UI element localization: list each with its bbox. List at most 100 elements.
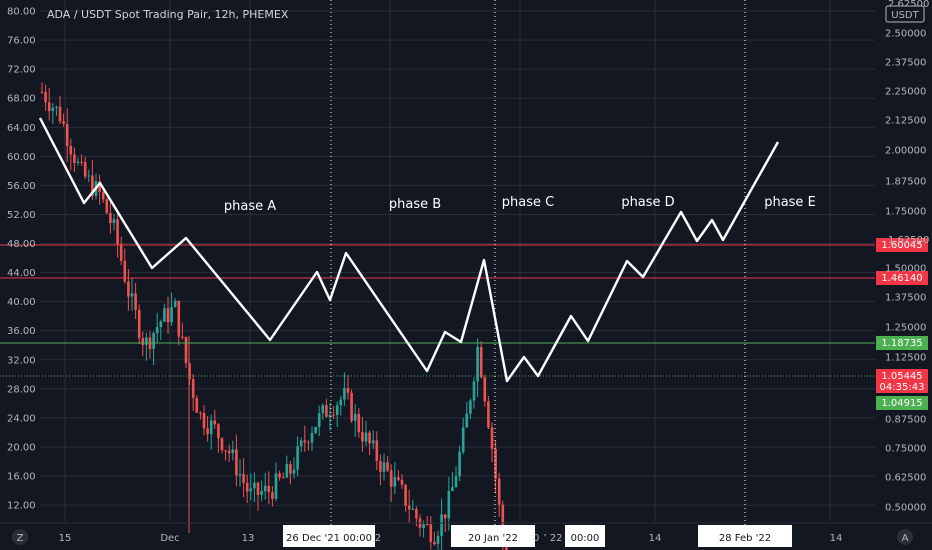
candle-body xyxy=(141,338,145,345)
time-highlight-label: 28 Feb '22 xyxy=(719,533,771,544)
candle-body xyxy=(76,161,80,163)
candle-body xyxy=(98,181,101,193)
unit-box xyxy=(885,5,925,23)
time-axis-label: 13 xyxy=(242,533,255,544)
phase-label: phase D xyxy=(621,195,674,210)
left-axis-tick: 80.00 xyxy=(7,7,36,18)
left-axis-tick: 52.00 xyxy=(7,210,36,221)
candle-body xyxy=(497,478,501,505)
left-axis-tick: 48.00 xyxy=(7,239,36,250)
candle-body xyxy=(274,473,278,499)
candle-body xyxy=(404,484,407,506)
candle-body xyxy=(163,308,166,322)
candle-body xyxy=(263,485,267,492)
candle-body xyxy=(80,161,83,163)
right-axis-tick: 1.25000 xyxy=(885,323,926,334)
candle-body xyxy=(256,482,260,495)
right-axis-tick-hidden: 1.62500 xyxy=(888,235,929,246)
candle-body xyxy=(109,213,112,224)
right-axis-tick: 2.25000 xyxy=(885,87,926,98)
candle-body xyxy=(375,440,379,462)
candle-body xyxy=(55,106,58,108)
candle-body xyxy=(328,414,332,417)
right-axis-tick: 2.37500 xyxy=(885,58,926,69)
candle-body xyxy=(339,399,343,406)
projection-path xyxy=(38,117,780,383)
candle-body xyxy=(397,477,400,480)
candle-body xyxy=(476,346,479,382)
candle-body xyxy=(433,541,436,545)
candle-body xyxy=(199,412,202,414)
candle-body xyxy=(184,337,188,364)
candle-body xyxy=(267,485,271,493)
candle-body xyxy=(224,450,227,452)
level-price-box xyxy=(876,238,928,252)
candle-body xyxy=(353,413,357,421)
level-price-label: 1.18735 xyxy=(881,338,922,349)
candle-body xyxy=(260,491,263,495)
projection-line xyxy=(38,117,780,383)
left-axis-tick: 68.00 xyxy=(7,94,36,105)
left-axis-tick: 44.00 xyxy=(7,268,36,279)
horizontal-levels xyxy=(0,244,875,377)
candle-body xyxy=(177,300,181,337)
candle-body xyxy=(188,363,191,380)
candle-body xyxy=(181,336,184,338)
chart-title: ADA / USDT Spot Trading Pair, 12h, PHEME… xyxy=(47,8,289,21)
candle-body xyxy=(461,427,465,452)
candle-body xyxy=(451,487,454,491)
candle-body xyxy=(314,426,317,434)
left-axis-tick: 20.00 xyxy=(7,442,36,453)
time-axis-label: 15 xyxy=(59,533,72,544)
right-axis-tick-partial: 2.62500 xyxy=(888,0,929,10)
candle-body xyxy=(292,469,296,474)
level-price-box xyxy=(876,396,928,410)
candle-body xyxy=(40,91,44,93)
left-axis-tick: 76.00 xyxy=(7,36,36,47)
time-highlight-label: 20 Jan '22 xyxy=(468,533,518,544)
candle-body xyxy=(425,524,429,526)
candle-body xyxy=(436,535,440,545)
candle-body xyxy=(454,476,458,488)
right-axis-tick: 1.12500 xyxy=(885,353,926,364)
phase-label: phase C xyxy=(502,195,554,210)
candle-body xyxy=(195,397,199,413)
left-axis-tick: 40.00 xyxy=(7,297,36,308)
candle-body xyxy=(303,440,307,443)
candle-body xyxy=(382,462,386,472)
candle-body xyxy=(285,464,289,478)
candle-body xyxy=(62,121,65,124)
candle-body xyxy=(83,161,87,177)
candle-body xyxy=(209,420,213,435)
candle-body xyxy=(127,281,130,297)
phase-labels: phase A phase B phase C phase D phase E xyxy=(224,195,816,214)
zoom-corner-label: Z xyxy=(17,533,24,544)
candle-body xyxy=(325,405,328,417)
candle-body xyxy=(483,377,487,402)
time-highlight-box xyxy=(451,525,535,547)
candle-body xyxy=(361,432,364,442)
candle-body xyxy=(217,424,220,439)
candle-body xyxy=(44,91,47,103)
candle-body xyxy=(371,440,375,444)
candle-body xyxy=(134,293,137,310)
candle-body xyxy=(242,474,245,483)
candle-body xyxy=(152,333,155,349)
candle-body xyxy=(307,442,310,444)
candle-body xyxy=(469,400,472,414)
candle-body xyxy=(58,106,62,122)
candle-body xyxy=(116,219,119,244)
candle-body xyxy=(289,464,292,474)
candle-body xyxy=(238,474,242,476)
candle-body xyxy=(379,461,382,472)
left-axis-tick: 24.00 xyxy=(7,413,36,424)
candle-body xyxy=(105,199,109,214)
right-axis-tick: 1.87500 xyxy=(885,177,926,188)
candle-body xyxy=(278,473,281,478)
candle-body xyxy=(220,438,224,451)
level-price-label: 1.04915 xyxy=(881,398,922,409)
candles xyxy=(40,82,508,550)
candle-body xyxy=(170,306,173,323)
